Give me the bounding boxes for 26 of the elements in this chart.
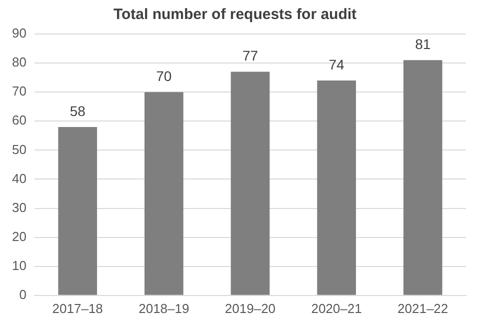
x-tick-label: 2021–22 (398, 300, 448, 316)
bar (58, 126, 98, 295)
y-tick-label: 60 (12, 112, 26, 128)
data-label: 81 (415, 36, 431, 52)
y-tick-label: 30 (12, 200, 26, 215)
x-tick-label: 2018–19 (138, 300, 190, 316)
y-tick-label: 20 (12, 228, 26, 244)
x-tick-label: 2019–20 (224, 300, 276, 316)
y-tick-label: 40 (12, 170, 26, 186)
data-label: 77 (242, 48, 258, 64)
data-label: 70 (156, 68, 172, 84)
y-tick-label: 0 (19, 286, 26, 302)
chart-title: Total number of requests for audit (113, 6, 357, 24)
x-tick-label: 2017–18 (52, 300, 103, 316)
bar (230, 72, 270, 295)
y-tick-label: 80 (12, 54, 26, 70)
y-tick-label: 90 (12, 26, 26, 41)
y-tick-label: 50 (12, 142, 26, 157)
y-tick-label: 70 (12, 84, 26, 99)
bar (317, 80, 356, 295)
bar (403, 60, 442, 295)
bar (144, 92, 184, 295)
y-tick-label: 10 (12, 258, 26, 273)
data-label: 74 (328, 56, 345, 72)
data-label: 58 (70, 102, 86, 119)
x-tick-label: 2020–21 (311, 300, 362, 316)
